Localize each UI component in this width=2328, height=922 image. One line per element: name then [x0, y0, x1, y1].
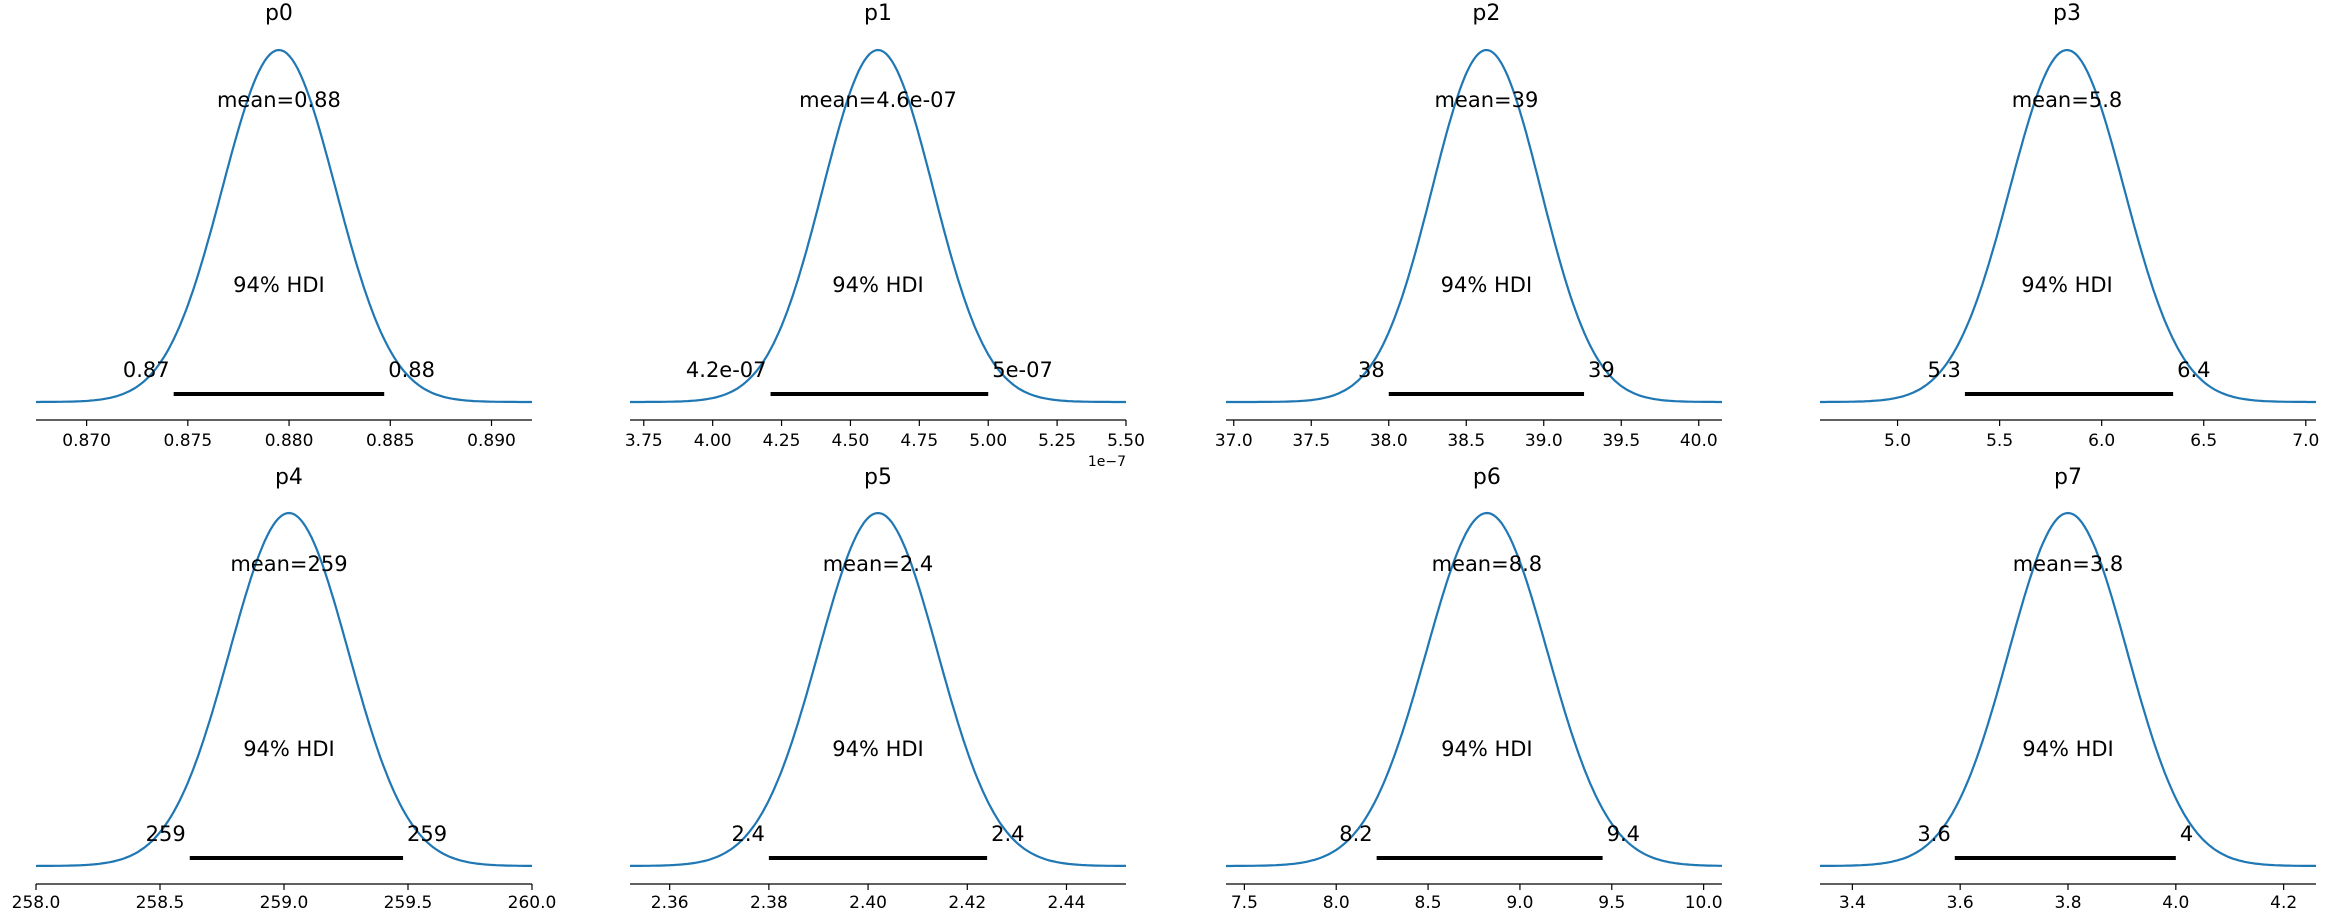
axis-offset-label: 1e−7	[1088, 454, 1126, 470]
panel-title-p6: p6	[1473, 465, 1501, 490]
hdi-label: 94% HDI	[1441, 273, 1533, 297]
hdi-low-label: 0.87	[123, 358, 170, 382]
x-tick-label: 9.5	[1598, 893, 1625, 913]
panel-title-p7: p7	[2054, 465, 2082, 490]
x-tick-label: 5.50	[1107, 431, 1145, 451]
x-tick-label: 4.25	[763, 431, 801, 451]
x-tick-label: 5.0	[1884, 431, 1911, 451]
mean-label: mean=39	[1434, 88, 1538, 112]
hdi-low-label: 3.6	[1917, 822, 1950, 846]
panel-title-p0: p0	[265, 1, 293, 26]
x-tick-label: 0.890	[467, 431, 516, 451]
density-curve-p0	[36, 48, 532, 404]
hdi-low-label: 38	[1358, 358, 1385, 382]
mean-label: mean=0.88	[217, 88, 341, 112]
mean-label: mean=3.8	[2013, 552, 2124, 576]
hdi-label: 94% HDI	[2021, 273, 2113, 297]
x-tick-label: 39.0	[1525, 431, 1563, 451]
x-tick-label: 9.0	[1506, 893, 1533, 913]
density-curve-p3	[1820, 48, 2316, 404]
x-tick-label: 38.5	[1447, 431, 1485, 451]
mean-label: mean=4.6e-07	[799, 88, 957, 112]
x-tick-label: 0.875	[164, 431, 213, 451]
x-tick-label: 4.0	[2162, 893, 2189, 913]
x-tick-label: 8.0	[1323, 893, 1350, 913]
x-tick-label: 7.5	[1231, 893, 1258, 913]
hdi-label: 94% HDI	[832, 273, 924, 297]
x-tick-label: 8.5	[1415, 893, 1442, 913]
hdi-low-label: 259	[146, 822, 186, 846]
x-tick-label: 10.0	[1685, 893, 1723, 913]
panel-title-p3: p3	[2053, 1, 2081, 26]
hdi-label: 94% HDI	[243, 737, 335, 761]
hdi-high-label: 0.88	[388, 358, 435, 382]
hdi-low-label: 4.2e-07	[686, 358, 767, 382]
mean-label: mean=5.8	[2012, 88, 2123, 112]
x-tick-label: 6.0	[2088, 431, 2115, 451]
hdi-low-label: 5.3	[1928, 358, 1961, 382]
x-tick-label: 5.25	[1038, 431, 1076, 451]
hdi-high-label: 39	[1588, 358, 1615, 382]
x-tick-label: 2.36	[651, 893, 689, 913]
x-tick-label: 5.00	[969, 431, 1007, 451]
x-tick-label: 38.0	[1370, 431, 1408, 451]
x-tick-label: 2.44	[1048, 893, 1086, 913]
x-tick-label: 2.38	[750, 893, 788, 913]
x-tick-label: 39.5	[1602, 431, 1640, 451]
density-curve-p4	[35, 511, 532, 868]
x-tick-label: 4.75	[900, 431, 938, 451]
mean-label: mean=8.8	[1432, 552, 1543, 576]
x-tick-label: 2.42	[948, 893, 986, 913]
x-tick-label: 0.870	[62, 431, 111, 451]
hdi-label: 94% HDI	[832, 737, 924, 761]
x-tick-label: 4.50	[832, 431, 870, 451]
x-tick-label: 258.5	[136, 893, 185, 913]
x-tick-label: 0.885	[366, 431, 415, 451]
x-tick-label: 3.4	[1839, 893, 1866, 913]
x-tick-label: 37.0	[1215, 431, 1253, 451]
hdi-high-label: 4	[2180, 822, 2193, 846]
density-curve-p7	[1820, 511, 2316, 867]
hdi-low-label: 8.2	[1339, 822, 1372, 846]
density-curve-p1	[630, 48, 1126, 404]
hdi-low-label: 2.4	[731, 822, 764, 846]
hdi-label: 94% HDI	[1441, 737, 1533, 761]
hdi-label: 94% HDI	[2022, 737, 2114, 761]
density-curve-p2	[1226, 49, 1722, 404]
hdi-high-label: 6.4	[2177, 358, 2210, 382]
x-tick-label: 5.5	[1986, 431, 2013, 451]
x-tick-label: 0.880	[265, 431, 314, 451]
x-tick-label: 2.40	[849, 893, 887, 913]
panel-title-p1: p1	[864, 1, 892, 26]
x-tick-label: 259.5	[384, 893, 433, 913]
hdi-high-label: 2.4	[991, 822, 1024, 846]
x-tick-label: 4.2	[2270, 893, 2297, 913]
x-tick-label: 259.0	[260, 893, 309, 913]
mean-label: mean=2.4	[823, 552, 934, 576]
density-curve-p6	[1226, 511, 1722, 868]
x-tick-label: 6.5	[2190, 431, 2217, 451]
x-tick-label: 37.5	[1292, 431, 1330, 451]
x-tick-label: 3.75	[625, 431, 663, 451]
hdi-label: 94% HDI	[233, 273, 325, 297]
hdi-high-label: 259	[407, 822, 447, 846]
panel-title-p2: p2	[1472, 1, 1500, 26]
hdi-high-label: 5e-07	[992, 358, 1053, 382]
x-tick-label: 258.0	[12, 893, 61, 913]
density-curve-p5	[630, 511, 1126, 867]
x-tick-label: 3.8	[2054, 893, 2081, 913]
panel-title-p4: p4	[275, 465, 303, 490]
panel-title-p5: p5	[864, 465, 892, 490]
hdi-high-label: 9.4	[1607, 822, 1640, 846]
x-tick-label: 40.0	[1680, 431, 1718, 451]
mean-label: mean=259	[230, 552, 347, 576]
x-tick-label: 260.0	[508, 893, 557, 913]
x-tick-label: 7.0	[2292, 431, 2319, 451]
x-tick-label: 4.00	[694, 431, 732, 451]
x-tick-label: 3.6	[1947, 893, 1974, 913]
